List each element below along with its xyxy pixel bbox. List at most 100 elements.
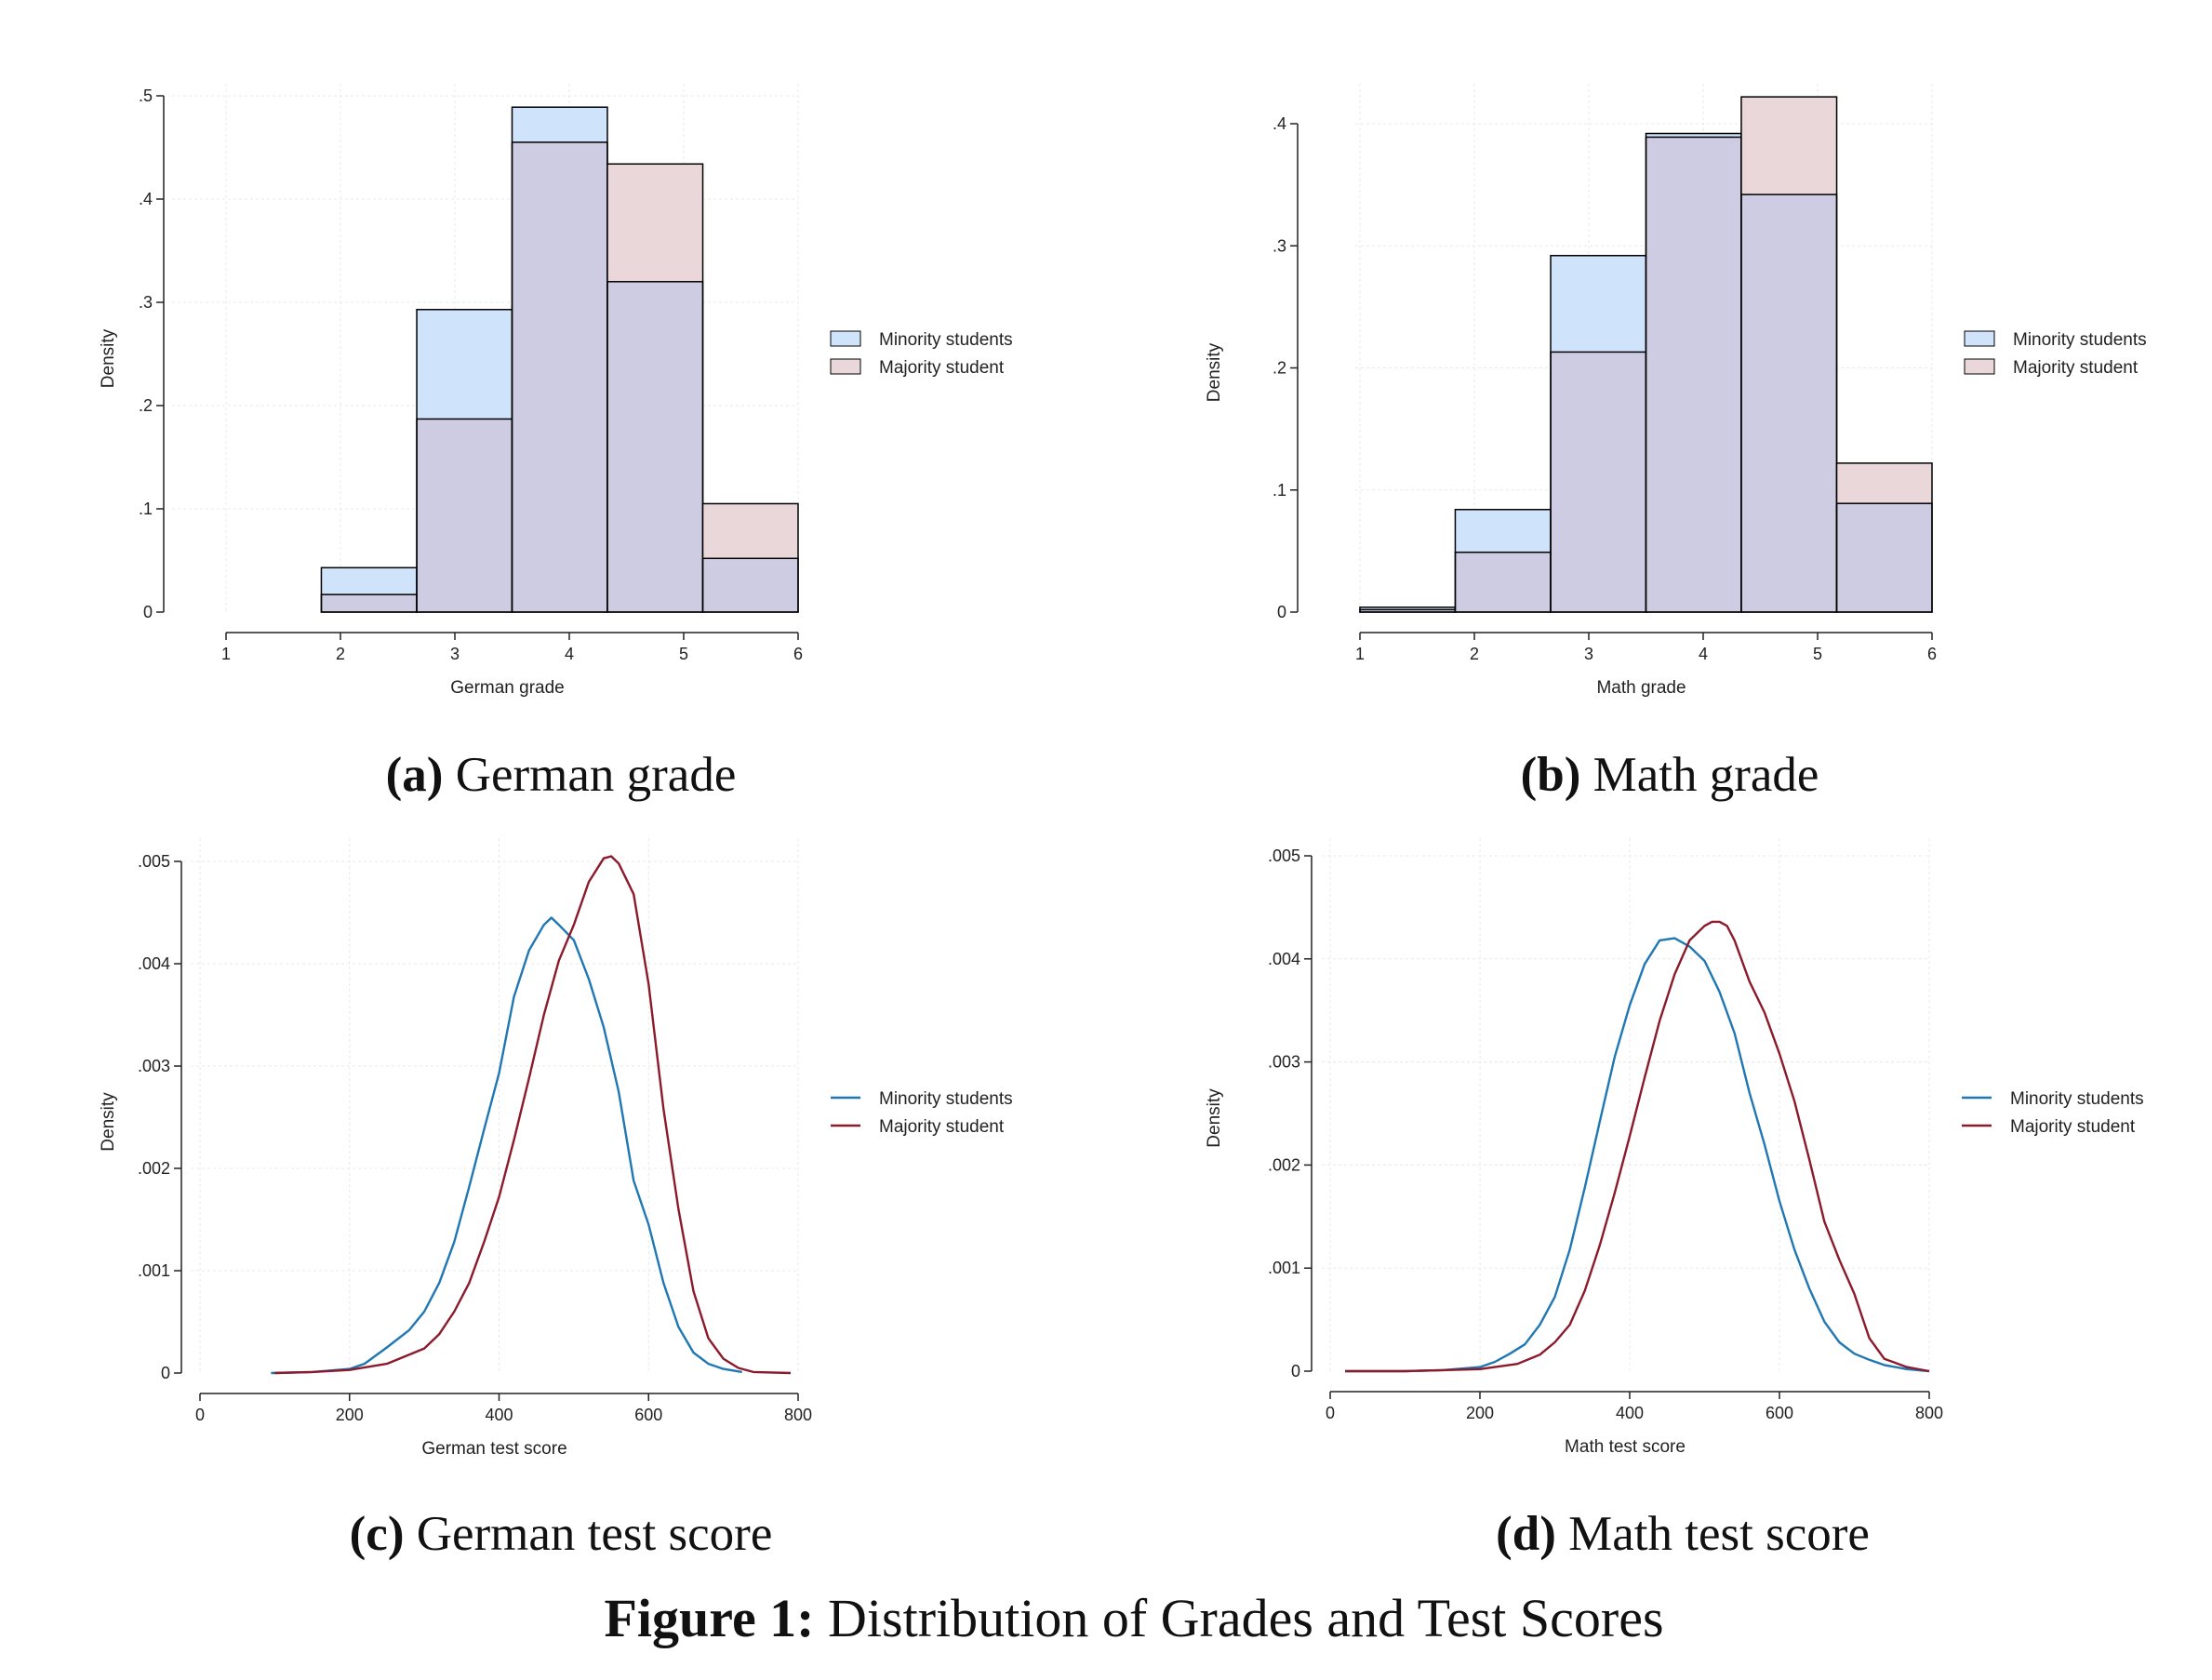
bar-overlap-segment — [606, 281, 703, 612]
figure-caption: Figure 1: Distribution of Grades and Tes… — [604, 1587, 1663, 1649]
x-tick-label: 800 — [1915, 1404, 1943, 1422]
caption-label: (b) — [1520, 748, 1581, 802]
caption-label: (c) — [349, 1507, 405, 1561]
y-tick-label: .004 — [138, 954, 170, 973]
x-axis-title: Math test score — [1565, 1437, 1686, 1457]
bar-excess-segment — [1360, 607, 1456, 610]
y-axis-title: Density — [1205, 342, 1224, 402]
figure-caption-label: Figure 1: — [604, 1588, 815, 1648]
x-tick-label: 0 — [1326, 1404, 1335, 1422]
y-tick-label: .4 — [1273, 114, 1286, 133]
y-tick-label: 0 — [161, 1364, 170, 1382]
y-tick-label: .3 — [1273, 236, 1286, 255]
y-axis-title: Density — [1205, 1088, 1224, 1148]
line-minority-students — [271, 916, 742, 1375]
x-axis-title: German test score — [421, 1439, 566, 1459]
y-axis-title: Density — [99, 328, 118, 388]
legend-label-majority-student: Majority student — [879, 1117, 1005, 1137]
x-tick-label: 1 — [1355, 645, 1365, 663]
y-tick-label: .005 — [1268, 847, 1300, 865]
bar-overlap-segment — [1646, 137, 1741, 612]
bar-majority-student — [701, 502, 799, 613]
x-tick-label: 4 — [1699, 645, 1708, 663]
x-tick-label: 2 — [1470, 645, 1479, 663]
legend-label-majority-student: Majority student — [2013, 358, 2139, 378]
line-majority-student — [1345, 920, 1930, 1373]
bar-overlap-segment — [512, 141, 607, 612]
y-tick-label: .2 — [1273, 359, 1286, 378]
bar-overlap-segment — [1836, 503, 1932, 612]
chart-math-test-score: 0 .001 .002 .003 .004 .005 0 200 400 600 800 Math t… — [1205, 838, 2144, 1457]
line-majority-student — [274, 855, 792, 1375]
legend-swatch-minority-students — [1964, 330, 1995, 347]
x-tick-label: 2 — [336, 645, 345, 663]
x-tick-label: 4 — [565, 645, 574, 663]
y-tick-label: .1 — [1273, 481, 1286, 500]
x-tick-label: 600 — [634, 1406, 662, 1424]
y-tick-label: .001 — [138, 1261, 170, 1280]
caption-text: German grade — [455, 748, 737, 802]
caption-text: Math test score — [1568, 1507, 1870, 1561]
x-tick-label: 200 — [1466, 1404, 1494, 1422]
chart-german-grade: 0 .1 .2 .3 .4 .5 1 2 3 4 5 6 German grade Density Mino… — [99, 84, 1013, 698]
y-tick-label: .005 — [138, 852, 170, 871]
y-tick-label: .002 — [1268, 1155, 1300, 1174]
legend-swatch-majority-student — [1964, 358, 1995, 375]
panel-german-test-score: 0 .001 .002 .003 .004 .005 0 200 400 600 800 German… — [0, 759, 1106, 1561]
x-axis-title: German grade — [450, 678, 565, 698]
bar-excess-segment — [1455, 509, 1552, 553]
panel-math-grade: 0 .1 .2 .3 .4 1 2 3 4 5 6 Math grade Density Minority… — [1106, 0, 2212, 802]
y-tick-label: .4 — [139, 190, 153, 208]
bar-excess-segment — [417, 309, 513, 420]
legend-label-minority-students: Minority students — [2013, 330, 2147, 350]
bar-overlap-segment — [702, 558, 798, 612]
panel-german-grade: 0 .1 .2 .3 .4 .5 1 2 3 4 5 6 German grade Density Mino… — [0, 0, 1106, 802]
bar-excess-segment — [1836, 462, 1932, 504]
x-tick-label: 3 — [1584, 645, 1593, 663]
y-tick-label: .1 — [139, 500, 153, 518]
x-tick-label: 400 — [1616, 1404, 1644, 1422]
y-tick-label: 0 — [1291, 1362, 1300, 1380]
bar-excess-segment — [1646, 133, 1741, 138]
y-axis-title: Density — [99, 1092, 118, 1152]
bar-excess-segment — [512, 107, 607, 142]
x-tick-label: 400 — [485, 1406, 513, 1424]
caption-text: Math grade — [1592, 748, 1819, 802]
legend-label-majority-student: Majority student — [879, 358, 1005, 378]
x-tick-label: 3 — [450, 645, 460, 663]
x-axis-title: Math grade — [1596, 678, 1686, 698]
figure-caption-text: Distribution of Grades and Test Scores — [828, 1588, 1664, 1648]
bar-majority-student — [1740, 96, 1838, 613]
bar-majority-student — [1835, 462, 1933, 613]
y-tick-label: .002 — [138, 1159, 170, 1178]
caption-label: (d) — [1496, 1507, 1556, 1561]
legend-label-minority-students: Minority students — [879, 330, 1013, 350]
caption-german-test-score: (c) German test score — [350, 1506, 773, 1562]
bar-excess-segment — [1551, 255, 1646, 353]
bar-overlap-segment — [417, 419, 513, 612]
bar-excess-segment — [606, 164, 703, 282]
x-tick-label: 600 — [1766, 1404, 1793, 1422]
x-tick-label: 6 — [793, 645, 803, 663]
chart-german-test-score: 0 .001 .002 .003 .004 .005 0 200 400 600 800 German… — [99, 838, 1013, 1459]
caption-label: (a) — [385, 748, 444, 802]
bar-overlap-segment — [1360, 609, 1456, 612]
caption-text: German test score — [416, 1507, 773, 1561]
line-minority-students — [1345, 937, 1930, 1373]
legend-label-minority-students: Minority students — [879, 1089, 1013, 1109]
y-tick-label: .004 — [1268, 950, 1300, 968]
y-tick-label: 0 — [1277, 603, 1286, 621]
bar-overlap-segment — [321, 594, 418, 612]
y-tick-label: .3 — [139, 293, 153, 312]
legend-swatch-minority-students — [830, 330, 861, 347]
bar-excess-segment — [321, 567, 418, 595]
y-tick-label: .5 — [139, 87, 153, 105]
bar-overlap-segment — [1740, 194, 1837, 612]
x-tick-label: 5 — [679, 645, 688, 663]
caption-german-grade: (a) German grade — [386, 747, 737, 803]
x-tick-label: 0 — [195, 1406, 205, 1424]
x-tick-label: 200 — [336, 1406, 364, 1424]
y-tick-label: 0 — [143, 603, 153, 621]
bar-overlap-segment — [1455, 552, 1552, 612]
x-tick-label: 1 — [221, 645, 231, 663]
